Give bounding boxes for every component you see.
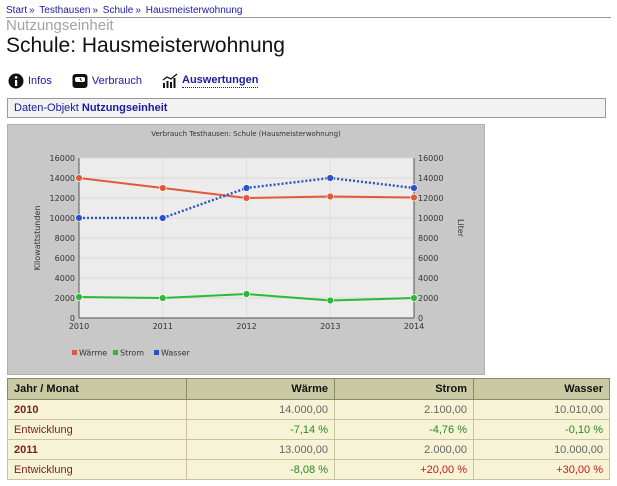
y2-tick-label: 2000 — [418, 294, 438, 303]
breadcrumb-hausmeisterwohnung[interactable]: Hausmeisterwohnung — [145, 5, 243, 16]
breadcrumb: Start» Testhausen» Schule» Hausmeisterwo… — [6, 5, 243, 16]
table-cell-value: -4,76 % — [334, 419, 474, 440]
data-point-strom — [242, 290, 251, 298]
table-row-development: Entwicklung -8,08 % +20,00 % +30,00 % — [7, 459, 610, 480]
data-point-wasser — [159, 214, 167, 222]
data-point-strom — [159, 294, 167, 302]
y-tick-label: 2000 — [55, 294, 75, 303]
data-point-wasser — [75, 214, 83, 222]
y2-axis-label: Liter — [456, 219, 465, 238]
table-cell-value: 10.000,00 — [473, 439, 610, 460]
table-cell-value: 2.100,00 — [334, 399, 474, 420]
chart-title: Verbrauch Testhausen: Schule (Hausmeiste… — [151, 130, 341, 138]
y-tick-label: 8000 — [55, 234, 75, 243]
col-header-period: Jahr / Monat — [7, 378, 187, 400]
data-object-name[interactable]: Nutzungseinheit — [81, 102, 168, 114]
tab-auswertungen-label: Auswertungen — [182, 74, 259, 88]
table-row-year: 2011 13.000,00 2.000,00 10.000,00 — [7, 439, 610, 460]
data-point-strom — [75, 293, 83, 301]
tab-infos[interactable]: Infos — [8, 73, 52, 89]
legend-item: Wärme — [79, 349, 107, 358]
x-tick-label: 2011 — [153, 322, 173, 331]
y2-tick-label: 8000 — [418, 234, 438, 243]
table-row-year: 2010 14.000,00 2.100,00 10.010,00 — [7, 399, 610, 420]
legend-swatch — [154, 350, 159, 355]
table-cell-label: Entwicklung — [7, 419, 187, 440]
tab-infos-label: Infos — [28, 75, 52, 87]
x-tick-label: 2014 — [404, 322, 424, 331]
tab-auswertungen[interactable]: Auswertungen — [162, 73, 259, 89]
table-cell-value: -8,08 % — [186, 459, 335, 480]
table-cell-label: 2011 — [7, 439, 187, 460]
tab-bar: Infos Verbrauch Auswertungen — [8, 71, 278, 91]
data-object-prefix: Daten-Objekt — [14, 102, 79, 114]
table-cell-value: +30,00 % — [473, 459, 610, 480]
table-cell-value: +20,00 % — [334, 459, 474, 480]
table-cell-value: -7,14 % — [186, 419, 335, 440]
y2-tick-label: 0 — [418, 314, 423, 323]
consumption-chart: Verbrauch Testhausen: Schule (Hausmeiste… — [7, 124, 485, 375]
y2-tick-label: 12000 — [418, 194, 443, 203]
col-header-wasser: Wasser — [473, 378, 610, 400]
data-point-wärme — [159, 184, 167, 192]
page-subtitle: Nutzungseinheit — [6, 17, 114, 34]
data-point-strom — [326, 296, 334, 305]
table-cell-label: 2010 — [7, 399, 187, 420]
y-tick-label: 0 — [70, 314, 75, 323]
table-cell-value: 13.000,00 — [186, 439, 335, 460]
table-header-row: Jahr / Monat Wärme Strom Wasser — [7, 378, 610, 400]
col-header-strom: Strom — [334, 378, 474, 400]
table-cell-value: -0,10 % — [473, 419, 610, 440]
data-point-wärme — [75, 174, 83, 182]
data-point-wärme — [410, 193, 418, 202]
header-divider — [6, 17, 611, 18]
table-cell-label: Entwicklung — [7, 459, 187, 480]
legend-swatch — [113, 350, 118, 355]
col-header-waerme: Wärme — [186, 378, 335, 400]
breadcrumb-start[interactable]: Start — [6, 5, 28, 16]
x-tick-label: 2012 — [236, 322, 256, 331]
bar-chart-icon — [162, 73, 178, 88]
legend-item: Wasser — [161, 349, 191, 358]
y-tick-label: 6000 — [55, 254, 75, 263]
x-tick-label: 2010 — [69, 322, 89, 331]
y2-tick-label: 4000 — [418, 274, 438, 283]
breadcrumb-schule[interactable]: Schule — [102, 5, 134, 16]
data-point-strom — [410, 294, 418, 302]
tab-verbrauch[interactable]: Verbrauch — [72, 73, 142, 89]
data-point-wärme — [326, 192, 334, 201]
y2-tick-label: 16000 — [418, 154, 443, 163]
table-cell-value: 14.000,00 — [186, 399, 335, 420]
scale-icon — [72, 74, 88, 88]
data-point-wasser — [242, 184, 251, 192]
y-tick-label: 14000 — [50, 174, 75, 183]
y-tick-label: 12000 — [50, 194, 75, 203]
y-tick-label: 10000 — [50, 214, 75, 223]
y-tick-label: 4000 — [55, 274, 75, 283]
chart-svg: Verbrauch Testhausen: Schule (Hausmeiste… — [33, 130, 465, 358]
y-axis-label: Kilowattstunden — [33, 206, 42, 271]
info-icon — [8, 73, 24, 89]
table-cell-value: 10.010,00 — [473, 399, 610, 420]
y-tick-label: 16000 — [50, 154, 75, 163]
y2-tick-label: 14000 — [418, 174, 443, 183]
data-object-bar: Daten-Objekt Nutzungseinheit — [7, 98, 606, 118]
table-row-development: Entwicklung -7,14 % -4,76 % -0,10 % — [7, 419, 610, 440]
data-point-wasser — [326, 174, 334, 182]
tab-verbrauch-label: Verbrauch — [91, 75, 143, 87]
legend-swatch — [72, 350, 77, 355]
legend-item: Strom — [120, 349, 144, 358]
y2-tick-label: 10000 — [418, 214, 443, 223]
data-point-wasser — [410, 184, 418, 192]
page-title: Schule: Hausmeisterwohnung — [6, 34, 285, 57]
table-cell-value: 2.000,00 — [334, 439, 474, 460]
x-tick-label: 2013 — [320, 322, 340, 331]
breadcrumb-testhausen[interactable]: Testhausen — [39, 5, 91, 16]
data-point-wärme — [242, 194, 251, 202]
y2-tick-label: 6000 — [418, 254, 438, 263]
consumption-table: Jahr / Monat Wärme Strom Wasser 2010 14.0… — [7, 378, 610, 480]
